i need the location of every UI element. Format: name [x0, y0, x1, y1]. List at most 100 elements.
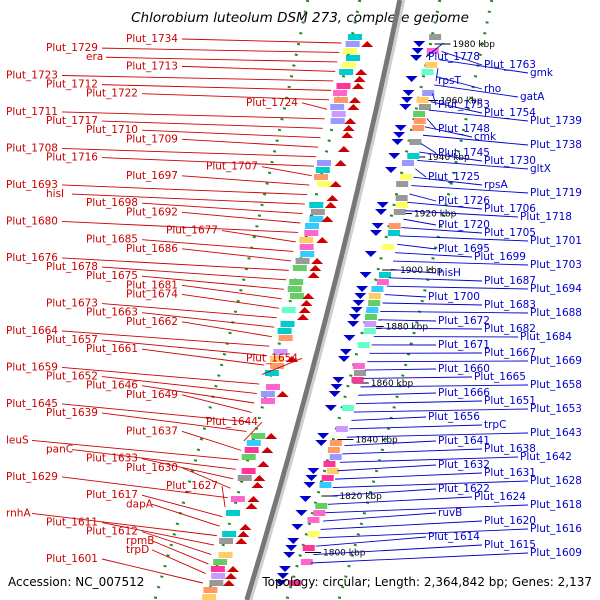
left-leader-line: [141, 312, 275, 328]
gene-block: [273, 349, 288, 355]
right-gene-label: Plut_1620: [484, 515, 536, 527]
right-leader-line: [393, 260, 529, 266]
left-gene-label: Plut_1678: [46, 261, 98, 273]
right-gene-label: Plut_1694: [530, 283, 582, 295]
gene-block: [333, 90, 348, 96]
kbp-tick-label: 1940 kbp: [427, 153, 470, 163]
gene-block: [289, 279, 304, 285]
reverse-gene-arrow: [394, 125, 407, 131]
left-gene-label: Plut_1675: [86, 270, 138, 282]
forward-gene-arrow: [222, 580, 235, 586]
gene-block: [251, 433, 266, 439]
left-gene-label: Plut_1697: [126, 170, 178, 182]
right-leader-line: [353, 408, 529, 413]
left-gene-label: Plut_1734: [126, 33, 178, 45]
reverse-gene-arrow: [287, 538, 300, 544]
right-leader-line: [367, 360, 529, 363]
reverse-gene-arrow: [307, 468, 320, 474]
forward-gene-arrow: [298, 307, 311, 313]
gene-block: [364, 314, 377, 320]
left-leader-line: [301, 102, 328, 110]
right-gene-label: Plut_1738: [530, 139, 582, 151]
reverse-gene-arrow: [376, 202, 389, 208]
reverse-gene-arrow: [330, 384, 343, 390]
kbp-tick-label: 1800 kbp: [323, 549, 366, 559]
reverse-gene-arrow: [393, 132, 406, 138]
right-leader-line: [346, 432, 529, 438]
gene-block: [309, 216, 324, 222]
right-gene-label: cmk: [474, 131, 497, 143]
left-gene-label: rnhA: [6, 507, 31, 519]
left-gene-label: leuS: [6, 434, 29, 446]
gene-block: [371, 286, 384, 292]
gene-block: [357, 342, 370, 348]
right-gene-label: Plut_1628: [530, 475, 582, 487]
right-gene-label: Plut_1763: [484, 59, 536, 71]
gene-features: [202, 34, 442, 600]
right-leader-line: [339, 456, 519, 463]
gene-block: [244, 447, 259, 453]
left-leader-line: [181, 38, 342, 44]
right-leader-line: [337, 464, 437, 472]
right-leader-line: [399, 235, 529, 242]
reverse-gene-arrow: [371, 223, 384, 229]
right-gene-label: Plut_1609: [530, 547, 582, 559]
reverse-gene-arrow: [411, 48, 424, 54]
reverse-gene-arrow: [369, 230, 382, 236]
left-leader-line: [181, 65, 336, 72]
left-gene-label: Plut_1676: [6, 252, 58, 264]
gene-block: [230, 496, 245, 502]
gene-block: [202, 594, 217, 600]
gene-block: [409, 139, 422, 145]
left-leader-line: [141, 385, 255, 404]
left-leader-line: [61, 184, 308, 196]
right-leader-line: [330, 488, 437, 497]
gene-block: [323, 461, 336, 467]
right-gene-label: Plut_1778: [428, 51, 480, 63]
left-leader-line: [181, 248, 292, 262]
left-gene-label: Plut_1611: [46, 517, 98, 529]
right-gene-label: Plut_1753: [438, 99, 490, 111]
left-gene-label: Plut_1680: [6, 215, 58, 227]
left-gene-label: Plut_1646: [86, 380, 138, 392]
right-gene-label: Plut_1730: [484, 155, 536, 167]
left-leader-line: [181, 211, 301, 224]
forward-gene-arrow: [237, 531, 250, 537]
right-leader-line: [415, 168, 427, 178]
left-leader-line: [61, 366, 260, 385]
left-gene-label: Plut_1663: [86, 307, 138, 319]
left-gene-label: Plut_1652: [46, 371, 98, 383]
left-leader-line: [71, 449, 236, 470]
left-leader-line: [261, 166, 312, 177]
left-leader-line: [101, 522, 215, 546]
reverse-gene-arrow: [291, 524, 304, 530]
right-gene-label: trpC: [484, 419, 506, 431]
right-leader-line: [315, 536, 427, 547]
gene-block: [295, 258, 310, 264]
reverse-gene-arrow: [400, 97, 413, 103]
gene-block: [317, 181, 332, 187]
forward-gene-arrow: [361, 41, 374, 47]
forward-gene-arrow: [337, 146, 350, 152]
left-leader-line: [31, 439, 239, 461]
right-leader-line: [325, 504, 529, 514]
gene-block: [412, 125, 425, 131]
left-leader-line: [101, 84, 332, 91]
gene-block: [277, 328, 292, 334]
right-leader-line: [313, 544, 483, 556]
left-gene-label: Plut_1627: [166, 480, 218, 492]
forward-gene-arrow: [342, 125, 355, 131]
forward-gene-arrow: [316, 237, 329, 243]
right-gene-label: Plut_1720: [438, 219, 490, 231]
left-gene-label: Plut_1637: [126, 425, 178, 437]
gene-block: [402, 160, 415, 166]
left-leader-line: [141, 275, 285, 290]
left-gene-label: Plut_1717: [46, 115, 98, 127]
right-gene-label: Plut_1718: [520, 211, 572, 223]
right-leader-line: [397, 243, 437, 250]
reverse-gene-arrow: [305, 475, 318, 481]
forward-gene-arrow: [321, 216, 334, 222]
right-gene-label: Plut_1719: [530, 187, 582, 199]
right-leader-line: [420, 143, 437, 154]
reverse-gene-arrow: [364, 251, 377, 257]
